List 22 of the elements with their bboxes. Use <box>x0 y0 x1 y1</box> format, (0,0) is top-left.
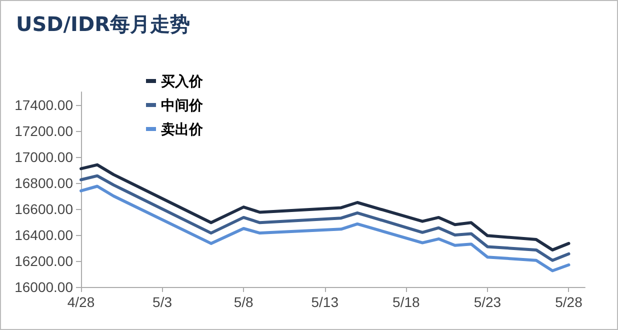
line-series <box>80 163 570 252</box>
x-tick-label: 5/3 <box>152 294 172 310</box>
line-series <box>80 174 570 262</box>
x-tick-label: 5/23 <box>474 294 502 310</box>
x-tick-label: 4/28 <box>67 294 95 310</box>
y-tick-label: 16400.00 <box>14 227 74 243</box>
x-tick-label: 5/18 <box>392 294 420 310</box>
x-tick-label: 5/13 <box>311 294 339 310</box>
x-tick-label: 5/8 <box>234 294 254 310</box>
y-tick-label: 16800.00 <box>14 175 74 191</box>
y-tick-label: 16600.00 <box>14 201 74 217</box>
legend-label: 卖出价 <box>161 121 204 137</box>
legend-label: 买入价 <box>161 73 204 89</box>
y-tick-label: 17200.00 <box>14 123 74 139</box>
line-series <box>80 184 570 272</box>
x-tick-label: 5/28 <box>555 294 583 310</box>
y-tick-label: 16200.00 <box>14 253 74 269</box>
legend-label: 中间价 <box>161 97 204 113</box>
chart-title: USD/IDR每月走势 <box>16 12 190 36</box>
y-tick-label: 17400.00 <box>14 97 74 113</box>
y-tick-label: 17000.00 <box>14 149 74 165</box>
y-tick-label: 16000.00 <box>14 279 74 295</box>
